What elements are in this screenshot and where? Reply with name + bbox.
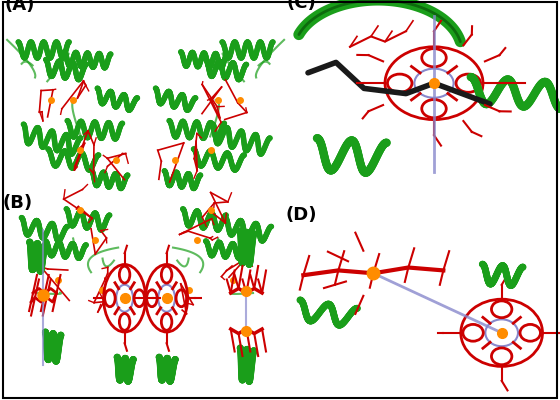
Text: (A): (A) <box>4 0 35 14</box>
Text: (D): (D) <box>286 206 318 224</box>
Text: (C): (C) <box>287 0 317 12</box>
Text: (B): (B) <box>3 194 33 212</box>
